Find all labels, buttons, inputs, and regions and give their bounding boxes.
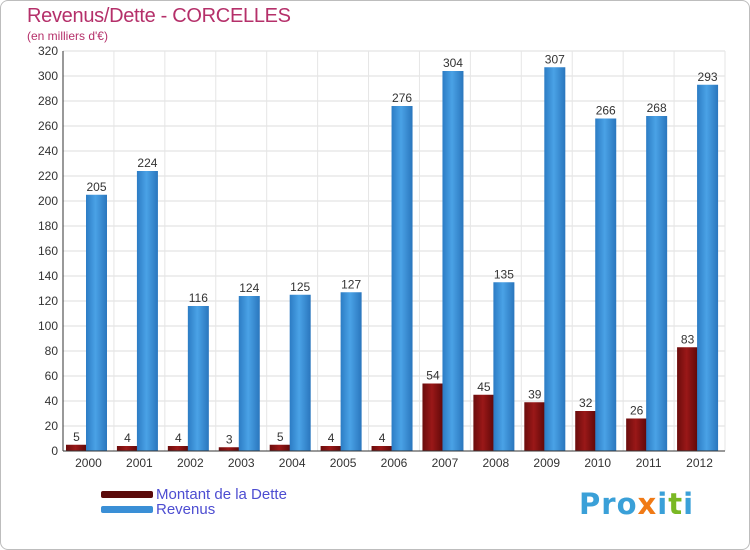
y-tick-label: 0 bbox=[51, 444, 58, 458]
legend-swatch-dette bbox=[101, 491, 153, 498]
y-tick-label: 180 bbox=[38, 219, 58, 233]
data-label-dette-2007: 54 bbox=[426, 369, 440, 383]
x-tick-label: 2010 bbox=[584, 456, 611, 470]
y-tick-label: 220 bbox=[38, 169, 58, 183]
data-label-revenus-2011: 268 bbox=[647, 101, 667, 115]
x-tick-label: 2004 bbox=[279, 456, 306, 470]
chart-subtitle: (en milliers d'€) bbox=[27, 29, 108, 43]
bar-dette-2011 bbox=[626, 418, 648, 451]
legend-label-dette: Montant de la Dette bbox=[156, 486, 287, 503]
data-label-revenus-2005: 127 bbox=[341, 277, 361, 291]
data-label-revenus-2007: 304 bbox=[443, 56, 463, 70]
logo-letter: x bbox=[637, 487, 658, 521]
x-tick-label: 2003 bbox=[228, 456, 255, 470]
data-label-dette-2003: 3 bbox=[226, 432, 233, 446]
legend-swatch-revenus bbox=[101, 506, 153, 513]
x-tick-label: 2009 bbox=[533, 456, 560, 470]
data-label-revenus-2000: 205 bbox=[86, 180, 106, 194]
data-label-dette-2006: 4 bbox=[379, 431, 386, 445]
y-tick-label: 60 bbox=[45, 369, 59, 383]
bar-revenus-2001 bbox=[136, 171, 158, 451]
bar-revenus-2009 bbox=[544, 67, 566, 451]
proxiti-logo: Proxiti bbox=[579, 487, 694, 521]
bar-revenus-2006 bbox=[391, 106, 413, 451]
logo-letter: r bbox=[601, 487, 617, 521]
data-label-dette-2004: 5 bbox=[277, 430, 284, 444]
bar-revenus-2011 bbox=[646, 116, 668, 451]
bar-revenus-2004 bbox=[289, 294, 311, 451]
bar-revenus-2000 bbox=[86, 194, 107, 451]
bar-dette-2006 bbox=[371, 446, 393, 451]
bar-revenus-2002 bbox=[187, 306, 209, 451]
x-tick-label: 2001 bbox=[126, 456, 153, 470]
data-label-dette-2005: 4 bbox=[328, 431, 335, 445]
data-label-revenus-2003: 124 bbox=[239, 281, 259, 295]
x-tick-label: 2007 bbox=[432, 456, 459, 470]
bar-dette-2010 bbox=[575, 411, 597, 451]
x-tick-label: 2011 bbox=[636, 456, 662, 470]
data-label-dette-2012: 83 bbox=[681, 332, 695, 346]
y-tick-label: 260 bbox=[38, 119, 58, 133]
bar-dette-2003 bbox=[218, 447, 240, 451]
bar-dette-2002 bbox=[167, 446, 189, 451]
x-tick-label: 2008 bbox=[482, 456, 509, 470]
data-label-dette-2009: 39 bbox=[528, 387, 542, 401]
bar-dette-2004 bbox=[269, 444, 291, 451]
bar-revenus-2012 bbox=[697, 84, 719, 451]
y-tick-label: 80 bbox=[45, 344, 59, 358]
bar-dette-2008 bbox=[473, 394, 495, 451]
data-label-revenus-2002: 116 bbox=[189, 291, 208, 305]
bar-dette-2007 bbox=[422, 383, 444, 451]
logo-letter: i bbox=[683, 487, 695, 521]
bar-revenus-2003 bbox=[238, 296, 260, 451]
x-tick-label: 2005 bbox=[330, 456, 357, 470]
y-tick-label: 300 bbox=[38, 69, 58, 83]
y-tick-label: 40 bbox=[45, 394, 59, 408]
y-tick-label: 100 bbox=[38, 319, 58, 333]
y-tick-label: 320 bbox=[38, 44, 58, 58]
data-label-revenus-2004: 125 bbox=[290, 280, 310, 294]
bar-revenus-2007 bbox=[442, 71, 464, 451]
bar-revenus-2010 bbox=[595, 118, 617, 451]
x-tick-label: 2002 bbox=[177, 456, 204, 470]
bar-revenus-2005 bbox=[340, 292, 362, 451]
data-label-revenus-2012: 293 bbox=[698, 70, 718, 84]
logo-letter: t bbox=[668, 487, 684, 521]
bar-dette-2005 bbox=[320, 446, 342, 451]
y-tick-label: 200 bbox=[38, 194, 58, 208]
data-label-dette-2000: 5 bbox=[73, 430, 80, 444]
data-label-dette-2001: 4 bbox=[124, 431, 131, 445]
x-tick-label: 2012 bbox=[686, 456, 713, 470]
y-tick-label: 240 bbox=[38, 144, 58, 158]
data-label-dette-2011: 26 bbox=[630, 404, 644, 418]
data-label-revenus-2001: 224 bbox=[137, 156, 157, 170]
bar-dette-2009 bbox=[524, 402, 546, 451]
legend-label-revenus: Revenus bbox=[156, 501, 216, 518]
bar-dette-2001 bbox=[116, 446, 138, 451]
data-label-revenus-2008: 135 bbox=[494, 267, 514, 281]
data-label-revenus-2006: 276 bbox=[392, 91, 412, 105]
y-tick-label: 120 bbox=[38, 294, 58, 308]
bar-revenus-2008 bbox=[493, 282, 515, 451]
y-tick-label: 160 bbox=[38, 244, 58, 258]
logo-letter: P bbox=[579, 487, 602, 521]
data-label-revenus-2010: 266 bbox=[596, 104, 616, 118]
logo-letter: i bbox=[657, 487, 669, 521]
data-label-dette-2002: 4 bbox=[175, 431, 182, 445]
bar-dette-2012 bbox=[677, 347, 699, 451]
data-label-dette-2010: 32 bbox=[579, 396, 593, 410]
y-tick-label: 20 bbox=[45, 419, 59, 433]
data-label-revenus-2009: 307 bbox=[545, 52, 565, 66]
x-tick-label: 2000 bbox=[75, 456, 102, 470]
y-tick-label: 280 bbox=[38, 94, 58, 108]
logo-letter: o bbox=[616, 487, 638, 521]
bar-dette-2000 bbox=[66, 444, 87, 451]
data-label-dette-2008: 45 bbox=[477, 380, 491, 394]
y-tick-label: 140 bbox=[38, 269, 58, 283]
chart-title: Revenus/Dette - CORCELLES bbox=[27, 5, 291, 27]
x-tick-label: 2006 bbox=[381, 456, 408, 470]
